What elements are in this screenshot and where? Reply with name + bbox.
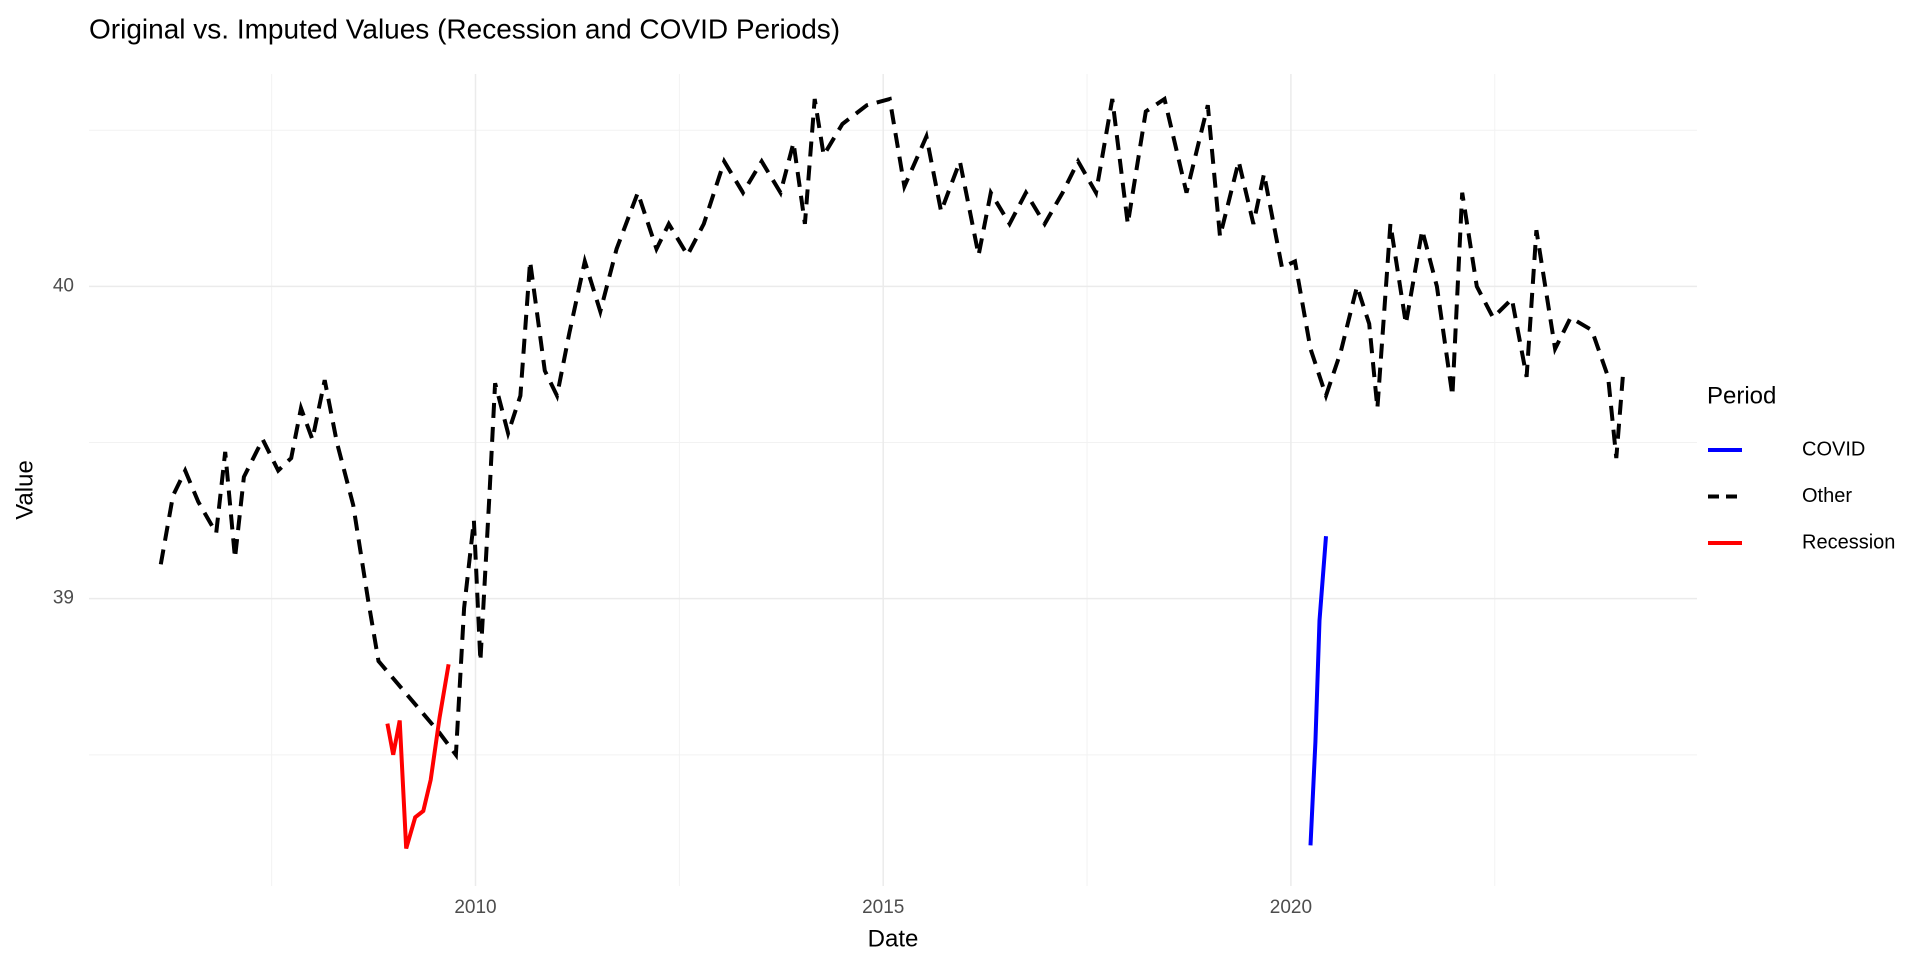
legend-label: Recession <box>1802 531 1895 553</box>
y-axis-label: Value <box>11 460 38 520</box>
chart-title: Original vs. Imputed Values (Recession a… <box>89 13 840 44</box>
y-tick-label: 39 <box>53 588 74 609</box>
legend-title: Period <box>1707 382 1776 409</box>
x-tick-label: 2020 <box>1270 897 1312 918</box>
series-line <box>1308 536 1328 846</box>
series-line <box>385 663 451 850</box>
legend-label: Other <box>1802 485 1852 507</box>
y-tick-label: 40 <box>53 275 74 296</box>
legend-label: COVID <box>1802 438 1865 460</box>
series-line <box>158 95 1625 761</box>
x-tick-label: 2015 <box>862 897 904 918</box>
x-axis-label: Date <box>868 925 919 952</box>
x-tick-label: 2010 <box>454 897 496 918</box>
